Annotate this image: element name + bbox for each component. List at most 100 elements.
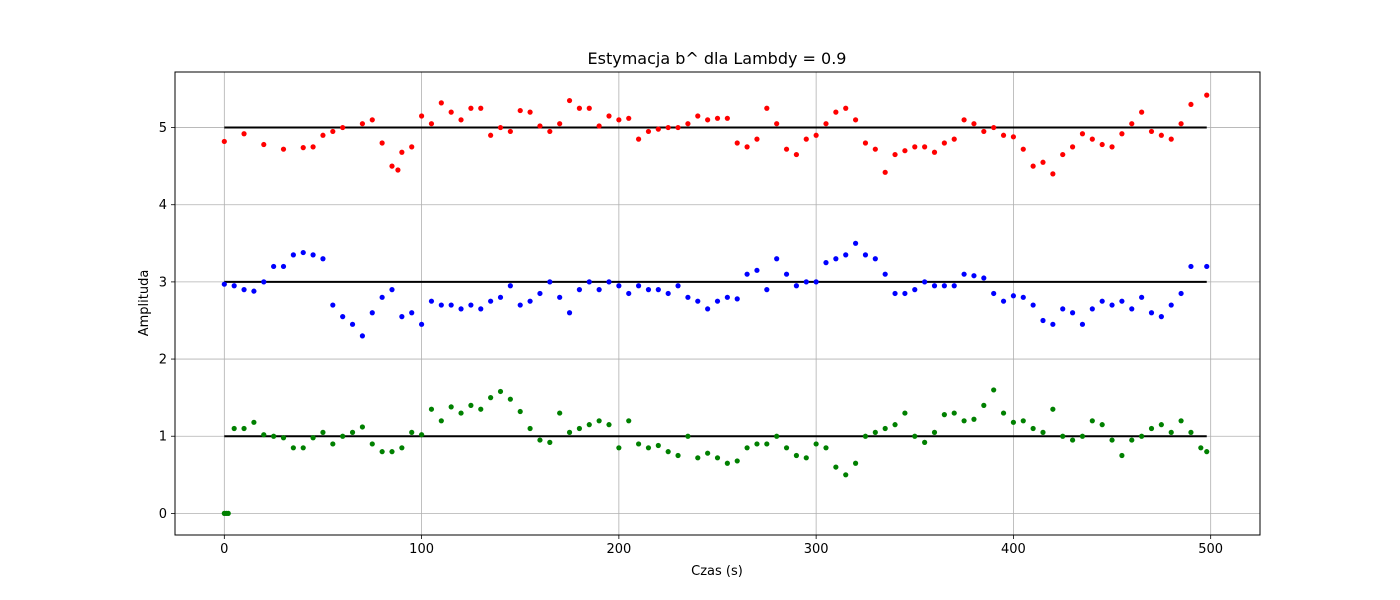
data-point <box>1129 121 1135 127</box>
data-point <box>852 240 859 246</box>
data-point <box>497 294 504 300</box>
data-point <box>695 455 701 461</box>
data-point <box>1089 306 1095 312</box>
data-point <box>1188 101 1194 108</box>
data-point <box>320 429 326 435</box>
data-point <box>912 287 918 293</box>
data-point <box>665 124 671 131</box>
data-point <box>724 294 730 300</box>
data-point <box>280 435 287 441</box>
data-point <box>409 310 415 316</box>
data-point <box>783 146 790 152</box>
data-point <box>280 146 287 152</box>
data-point <box>734 296 740 302</box>
y-tick-label: 0 <box>159 507 167 522</box>
data-point <box>271 263 277 270</box>
data-point <box>724 460 730 466</box>
data-point <box>1119 131 1125 137</box>
data-point <box>468 402 474 408</box>
data-point <box>705 306 711 312</box>
data-point <box>1119 452 1125 459</box>
data-point <box>359 333 366 339</box>
y-tick-label: 5 <box>159 121 167 136</box>
data-point <box>931 429 938 435</box>
data-point <box>872 146 878 152</box>
data-point <box>1109 437 1115 443</box>
data-point <box>705 117 711 123</box>
data-point <box>1129 437 1135 443</box>
data-point <box>813 132 819 138</box>
data-point <box>892 290 898 297</box>
data-point <box>300 145 306 151</box>
data-point <box>340 314 346 320</box>
data-point <box>379 140 385 146</box>
data-point <box>1099 141 1105 148</box>
data-point <box>912 144 918 150</box>
data-point <box>507 283 513 289</box>
data-point <box>458 117 464 123</box>
data-point <box>645 287 652 293</box>
x-axis-label: Czas (s) <box>691 564 743 579</box>
data-point <box>1109 144 1115 150</box>
data-point <box>1109 302 1115 308</box>
data-point <box>1060 306 1066 312</box>
data-point <box>813 279 819 285</box>
data-point <box>635 441 642 447</box>
data-point <box>1079 433 1086 439</box>
data-point <box>764 441 770 447</box>
data-point <box>1139 294 1145 300</box>
data-point <box>557 121 563 127</box>
data-point <box>1168 136 1174 142</box>
data-point <box>902 290 908 297</box>
data-point <box>1040 429 1046 435</box>
data-point <box>981 402 987 408</box>
data-point <box>527 298 533 304</box>
data-point <box>527 109 533 115</box>
data-point <box>1148 310 1155 316</box>
data-point <box>241 287 247 293</box>
data-point <box>497 124 504 131</box>
data-point <box>349 429 356 435</box>
data-point <box>951 136 957 142</box>
x-tick-label: 300 <box>804 542 829 557</box>
data-point <box>566 97 573 104</box>
data-point <box>951 283 957 289</box>
data-point <box>931 283 938 289</box>
data-point <box>843 105 849 111</box>
data-point <box>1178 121 1184 127</box>
data-point <box>714 115 721 121</box>
data-point <box>626 418 632 424</box>
data-point <box>428 298 435 304</box>
data-point <box>310 252 316 258</box>
data-point <box>823 121 829 127</box>
data-point <box>537 437 543 443</box>
data-point <box>774 121 780 127</box>
data-point <box>862 433 869 439</box>
data-point <box>862 252 869 258</box>
x-tick-label: 200 <box>606 542 631 557</box>
data-point <box>596 418 602 424</box>
data-point <box>586 422 592 428</box>
data-point <box>714 455 721 461</box>
data-point <box>261 141 267 148</box>
data-point <box>616 283 622 289</box>
data-point <box>695 298 701 304</box>
data-point <box>507 128 513 135</box>
data-point <box>1040 317 1046 324</box>
data-point <box>902 410 908 416</box>
data-point <box>902 148 908 154</box>
data-point <box>1158 132 1164 138</box>
data-point <box>862 140 869 146</box>
data-point <box>744 144 750 150</box>
data-point <box>1178 418 1184 424</box>
data-point <box>951 410 957 416</box>
data-point <box>971 416 977 422</box>
data-point <box>852 117 859 123</box>
data-point <box>251 288 257 294</box>
x-tick-label: 100 <box>409 542 434 557</box>
data-point <box>941 140 947 146</box>
data-point <box>1050 171 1056 177</box>
data-point <box>478 105 484 111</box>
data-point <box>488 395 494 401</box>
data-point <box>1198 445 1204 451</box>
